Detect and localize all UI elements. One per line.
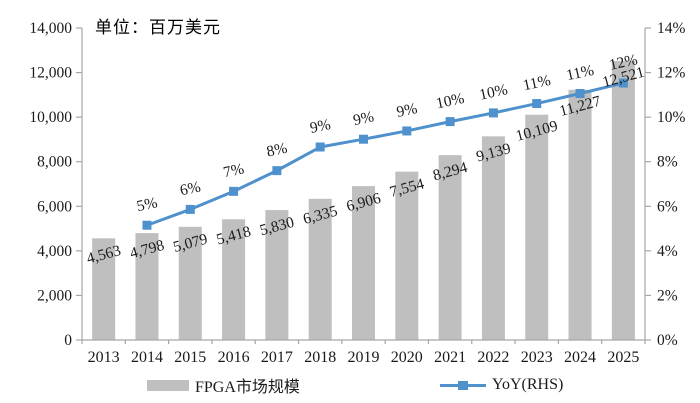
x-axis-year-label: 2021 — [434, 349, 466, 366]
x-axis-year-label: 2018 — [304, 349, 336, 366]
bar — [135, 233, 159, 340]
y-axis-left-tick-label: 10,000 — [29, 109, 72, 126]
yoy-line — [145, 81, 625, 227]
y-axis-right-tick-label: 14% — [657, 20, 686, 37]
line-swatch-square — [458, 380, 468, 390]
legend-label-yoy: YoY(RHS) — [492, 376, 564, 393]
bar — [352, 186, 375, 340]
bar — [611, 60, 635, 340]
x-axis-year-label: 2019 — [348, 349, 380, 366]
line-square-swatch-icon — [440, 380, 486, 391]
y-axis-left-tick-label: 2,000 — [37, 287, 72, 304]
x-axis-year-label: 2014 — [131, 349, 163, 366]
legend-label-fpga: FPGA市场规模 — [195, 379, 300, 396]
x-axis-year-label: 2023 — [521, 349, 553, 366]
yoy-value-label: 12% — [608, 51, 639, 74]
x-axis-year-label: 2025 — [607, 349, 639, 366]
x-axis-year-label: 2013 — [88, 349, 120, 366]
yoy-marker — [618, 78, 628, 88]
yoy-value-label: 9% — [352, 108, 376, 129]
y-axis-left-tick-label: 0 — [64, 332, 72, 349]
yoy-value-label: 9% — [395, 100, 419, 121]
yoy-marker — [359, 134, 368, 144]
yoy-marker — [575, 89, 585, 99]
yoy-marker — [402, 126, 412, 136]
yoy-value-label: 9% — [308, 116, 332, 137]
bar — [395, 171, 419, 340]
bar — [265, 210, 289, 340]
y-axis-left-tick-label: 12,000 — [29, 65, 72, 82]
y-axis-left-tick-label: 8,000 — [37, 154, 72, 171]
yoy-marker — [272, 166, 282, 176]
bar — [481, 136, 505, 340]
bar — [92, 238, 116, 340]
legend-item-fpga: FPGA市场规模 — [147, 373, 300, 397]
x-axis-year-label: 2016 — [218, 349, 250, 366]
y-axis-right-tick-label: 0% — [657, 332, 678, 349]
bar — [438, 155, 462, 340]
yoy-value-label: 11% — [521, 72, 552, 94]
bar — [525, 114, 549, 340]
bar — [178, 226, 202, 340]
x-axis-year-label: 2017 — [261, 349, 293, 366]
legend-item-yoy: YoY(RHS) — [440, 373, 563, 397]
bar — [568, 89, 592, 341]
y-axis-left-tick-label: 6,000 — [37, 198, 72, 215]
yoy-value-label: 11% — [565, 62, 596, 84]
yoy-value-label: 6% — [178, 178, 202, 199]
y-axis-right-tick-label: 2% — [657, 287, 678, 304]
yoy-value-label: 10% — [435, 90, 466, 113]
yoy-marker — [229, 186, 239, 196]
y-axis-right-tick-label: 6% — [657, 198, 678, 215]
yoy-marker — [445, 117, 455, 127]
x-axis-year-label: 2020 — [391, 349, 423, 366]
unit-label: 单位：百万美元 — [95, 18, 221, 37]
yoy-marker — [142, 220, 152, 230]
yoy-value-label: 7% — [222, 160, 246, 181]
y-axis-right-tick-label: 8% — [657, 154, 678, 171]
yoy-marker — [532, 99, 542, 109]
y-axis-right-tick-label: 10% — [657, 109, 686, 126]
x-axis-year-label: 2015 — [174, 349, 206, 366]
yoy-marker — [315, 142, 325, 152]
bar — [222, 219, 246, 340]
yoy-marker — [488, 108, 498, 118]
x-axis-year-label: 2022 — [477, 349, 509, 366]
y-axis-right-tick-label: 4% — [657, 243, 678, 260]
yoy-marker — [185, 204, 195, 214]
yoy-value-label: 5% — [135, 194, 159, 215]
y-axis-left-tick-label: 4,000 — [37, 243, 72, 260]
bar-swatch-icon — [147, 379, 189, 391]
yoy-value-label: 10% — [478, 81, 509, 104]
yoy-value-label: 8% — [265, 140, 289, 161]
y-axis-left-tick-label: 14,000 — [29, 20, 72, 37]
bar — [308, 198, 332, 340]
y-axis-right-tick-label: 12% — [657, 65, 686, 82]
chart-legend: FPGA市场规模 YoY(RHS) — [0, 373, 700, 397]
x-axis-year-label: 2024 — [564, 349, 596, 366]
